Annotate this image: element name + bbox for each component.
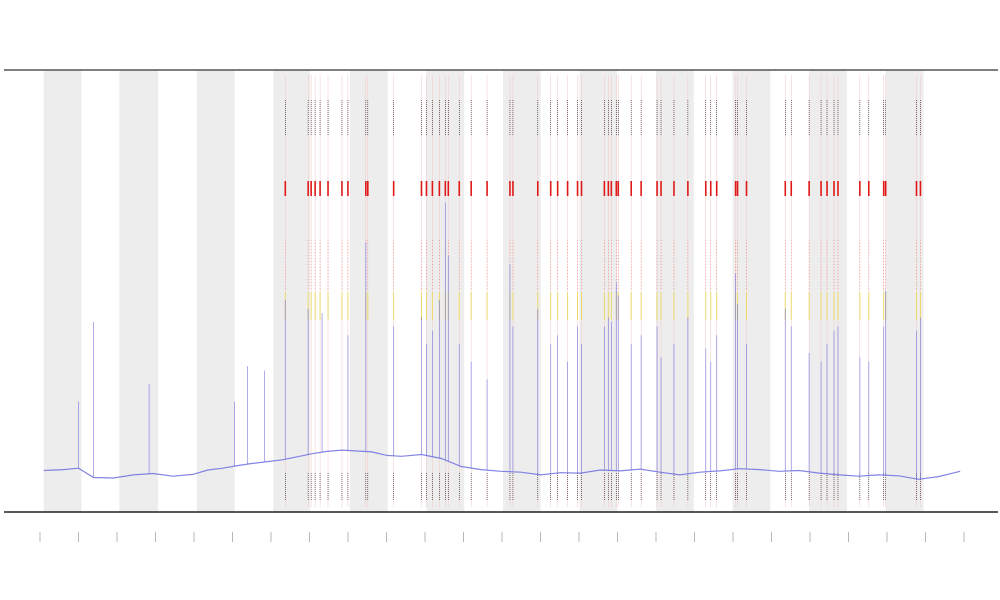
shaded-bands bbox=[43, 70, 924, 512]
shaded-band bbox=[349, 70, 388, 512]
x-ticks bbox=[39, 532, 965, 542]
shaded-band bbox=[196, 70, 235, 512]
shaded-band bbox=[732, 70, 771, 512]
series-line bbox=[43, 449, 961, 480]
shaded-band bbox=[502, 70, 541, 512]
shaded-band bbox=[885, 70, 924, 512]
shaded-band bbox=[43, 70, 82, 512]
shaded-band bbox=[119, 70, 159, 512]
series-layer bbox=[43, 202, 961, 480]
shaded-band bbox=[273, 70, 311, 512]
shaded-band bbox=[809, 70, 847, 512]
